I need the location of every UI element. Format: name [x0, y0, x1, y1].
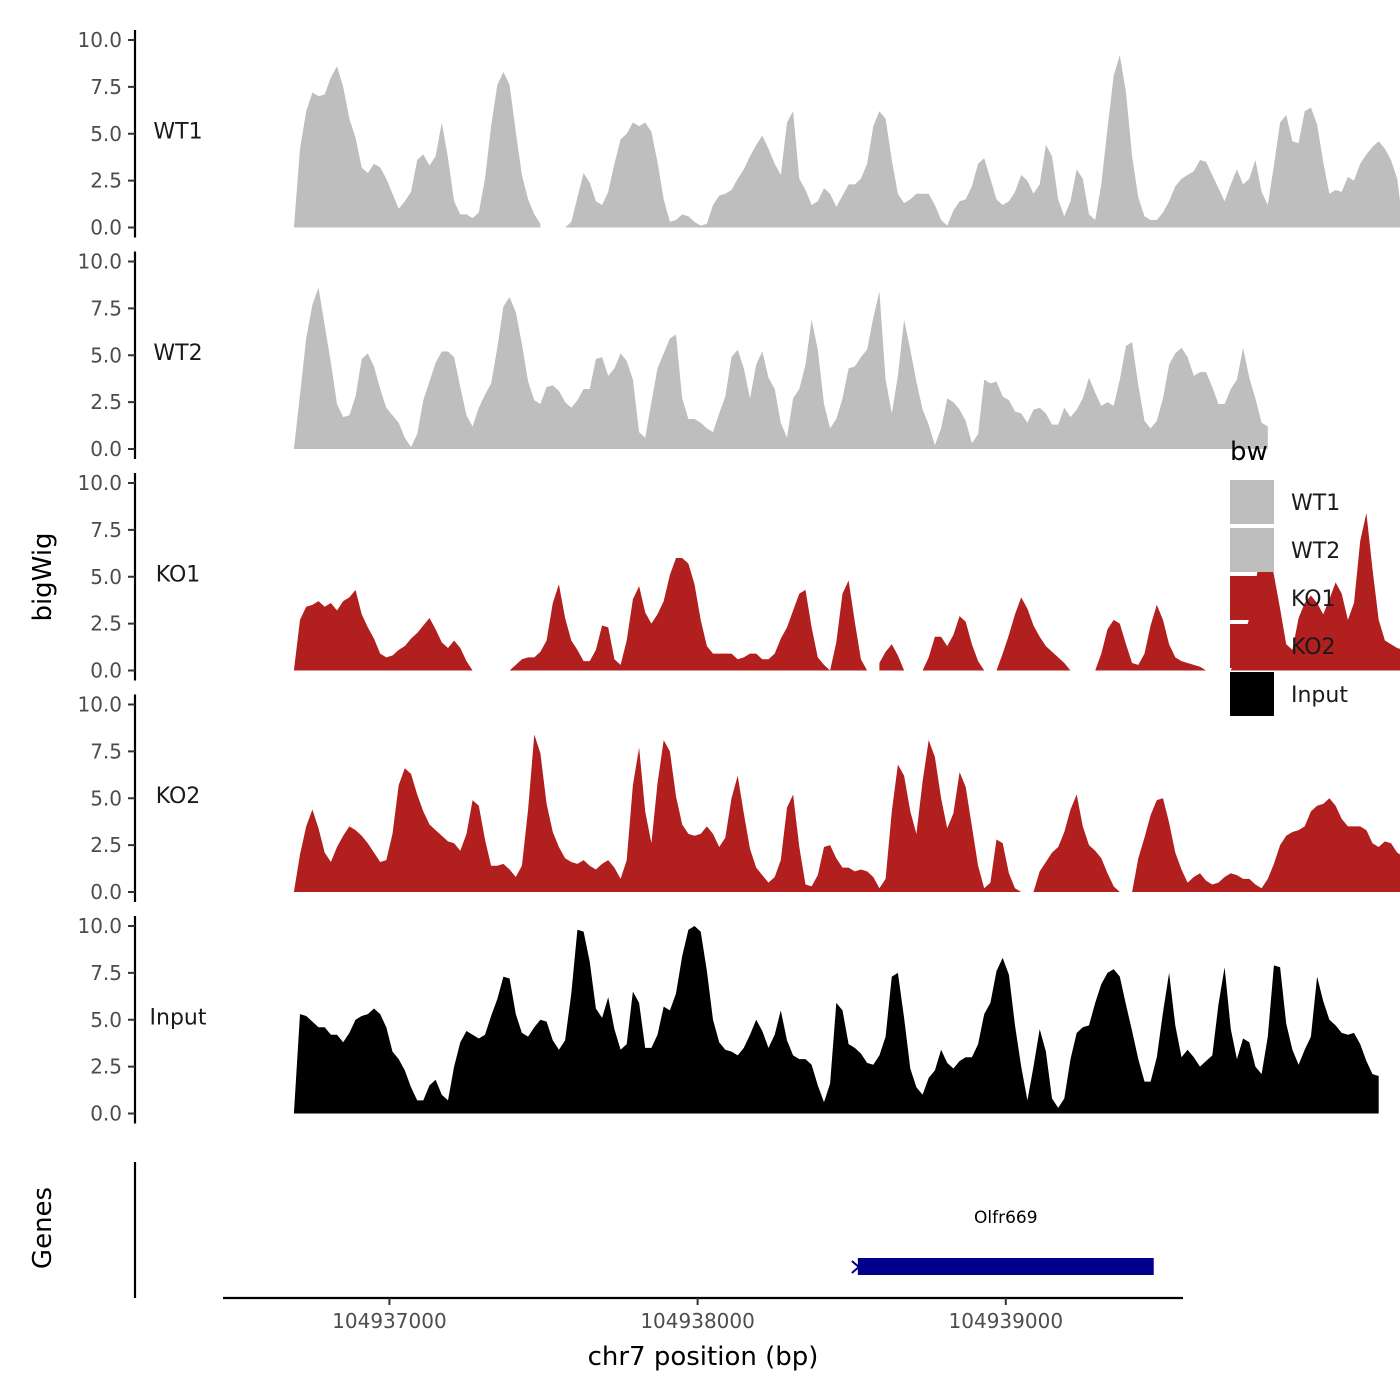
- bigwig-tracks: 0.02.55.07.510.0WT10.02.55.07.510.0WT20.…: [77, 28, 1400, 1126]
- legend-swatch: [1230, 672, 1274, 716]
- signal-area-wt1: [565, 55, 1400, 228]
- y-tick-label: 2.5: [90, 390, 122, 414]
- y-tick-label: 10.0: [77, 28, 122, 52]
- legend-entry-input: Input: [1230, 672, 1348, 716]
- legend-entry-wt2: WT2: [1230, 528, 1340, 572]
- y-tick-label: 5.0: [90, 565, 122, 589]
- track-wt2: 0.0 2.5 5.0 7.5 10.0 WT2: [77, 250, 1268, 461]
- y-tick-label: 0.0: [90, 1102, 122, 1126]
- legend-swatch: [1230, 624, 1274, 668]
- signal-area-ko2: [1033, 794, 1120, 892]
- y-tick-label: 5.0: [90, 122, 122, 146]
- y-tick-label: 0.0: [90, 880, 122, 904]
- y-tick-label: 10.0: [77, 693, 122, 717]
- y-tick-label: 7.5: [90, 961, 122, 985]
- y-axis-title: bigWig: [28, 532, 58, 621]
- y-tick-label: 5.0: [90, 1008, 122, 1032]
- y-tick-label: 2.5: [90, 833, 122, 857]
- gene-label: Olfr669: [974, 1208, 1038, 1228]
- legend: bw WT1 WT2 KO1 KO2 Input: [1230, 437, 1348, 716]
- signal-area-ko2: [293, 734, 1022, 892]
- track-wt1: 0.0 2.5 5.0 7.5 10.0 WT1: [77, 28, 1400, 240]
- y-tick-label: 7.5: [90, 75, 122, 99]
- gene-olfr669: Olfr669: [851, 1208, 1154, 1275]
- signal-area-wt2: [293, 287, 1268, 449]
- y-tick-label: 2.5: [90, 1055, 122, 1079]
- legend-entry-wt1: WT1: [1230, 480, 1340, 524]
- legend-swatch: [1230, 528, 1274, 572]
- genes-axis-title: Genes: [28, 1187, 58, 1269]
- x-axis-title: chr7 position (bp): [588, 1342, 819, 1372]
- y-tick-label: 0.0: [90, 216, 122, 240]
- track-ko1: 0.0 2.5 5.0 7.5 10.0 KO1: [77, 471, 1400, 683]
- signal-area-ko1: [293, 589, 473, 671]
- y-tick-label: 10.0: [77, 250, 122, 274]
- track-ko2: 0.0 2.5 5.0 7.5 10.0 KO2: [77, 693, 1400, 904]
- y-tick-label: 0.0: [90, 437, 122, 461]
- track-input: 0.0 2.5 5.0 7.5 10.0 Input: [77, 914, 1379, 1126]
- legend-label: WT2: [1291, 539, 1340, 564]
- y-tick-label: 5.0: [90, 786, 122, 810]
- y-tick-label: 7.5: [90, 518, 122, 542]
- signal-area-input: [293, 926, 1379, 1114]
- legend-swatch: [1230, 480, 1274, 524]
- x-axis-ticks: 104937000 104938000 104939000: [332, 1298, 1063, 1333]
- track-label: WT2: [153, 341, 202, 366]
- gene-strand-marker: [851, 1260, 861, 1274]
- genes-panel: Genes Olfr669: [28, 1162, 1154, 1298]
- y-tick-label: 10.0: [77, 914, 122, 938]
- x-tick-label: 104938000: [640, 1309, 755, 1333]
- signal-area-ko2: [1132, 798, 1400, 892]
- signal-area-ko1: [922, 616, 985, 671]
- track-label: KO2: [156, 784, 201, 809]
- legend-entry-ko2: KO2: [1230, 624, 1336, 668]
- x-tick-label: 104939000: [949, 1309, 1064, 1333]
- legend-label: KO1: [1291, 587, 1336, 612]
- legend-swatch: [1230, 576, 1274, 620]
- y-tick-label: 2.5: [90, 612, 122, 636]
- signal-area-ko1: [996, 597, 1071, 671]
- signal-area-wt1: [293, 66, 541, 228]
- track-label: WT1: [153, 119, 202, 144]
- x-axis: 104937000 104938000 104939000 chr7 positio…: [223, 1296, 1183, 1372]
- track-label: KO1: [156, 562, 201, 587]
- signal-area-ko1: [1095, 604, 1207, 671]
- legend-label: KO2: [1291, 635, 1336, 660]
- legend-title: bw: [1230, 437, 1268, 467]
- y-tick-label: 10.0: [77, 471, 122, 495]
- legend-entry-ko1: KO1: [1230, 576, 1336, 620]
- y-tick-label: 0.0: [90, 659, 122, 683]
- legend-entries: WT1 WT2 KO1 KO2 Input: [1230, 480, 1348, 716]
- y-tick-label: 5.0: [90, 343, 122, 367]
- gene-body: [857, 1258, 1154, 1275]
- track-label: Input: [150, 1005, 207, 1030]
- signal-area-ko1: [879, 644, 905, 671]
- signal-area-ko1: [509, 558, 868, 671]
- legend-label: Input: [1291, 683, 1348, 708]
- y-tick-label: 2.5: [90, 169, 122, 193]
- y-tick-label: 7.5: [90, 739, 122, 763]
- x-tick-label: 104937000: [332, 1309, 447, 1333]
- legend-label: WT1: [1291, 491, 1340, 516]
- gene-models: Olfr669: [851, 1208, 1154, 1275]
- y-tick-label: 7.5: [90, 296, 122, 320]
